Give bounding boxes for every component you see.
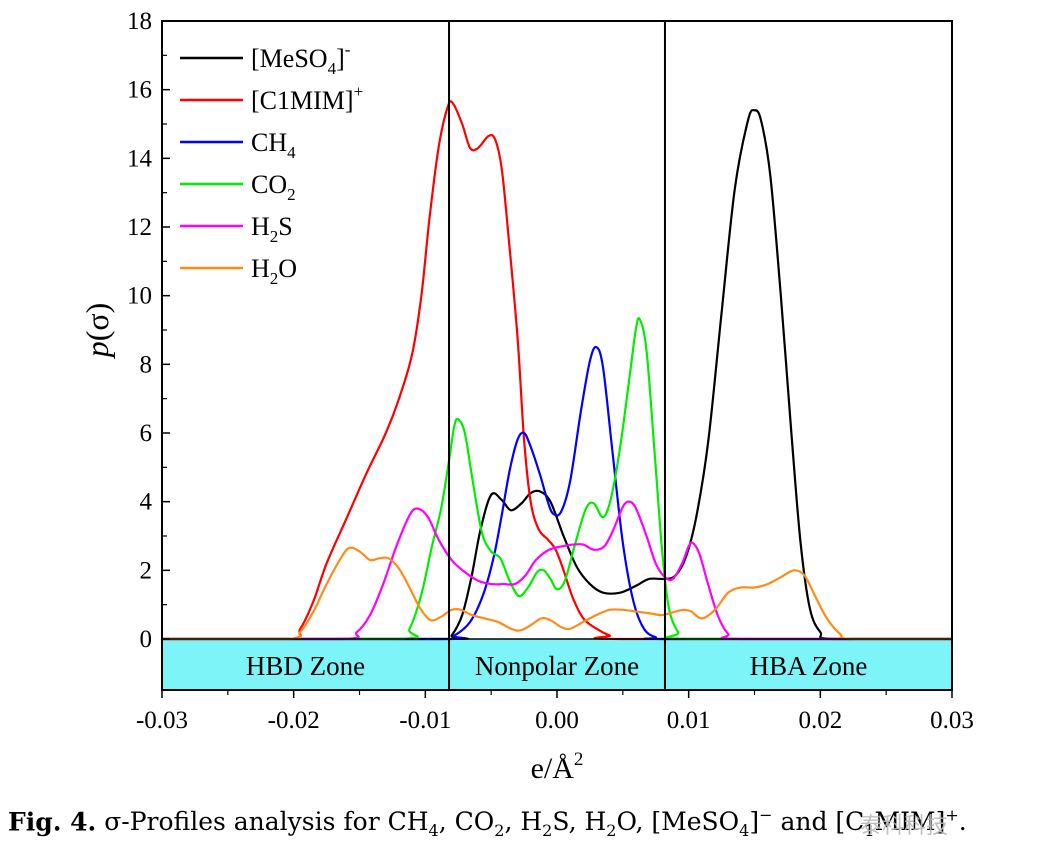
- y-axis-label: p(σ): [79, 303, 115, 360]
- series-line-3: [161, 345, 952, 641]
- zone-3-band: [664, 639, 952, 690]
- y-tick-label-9: 16: [127, 77, 152, 104]
- series-layer: [161, 100, 952, 641]
- watermark: 泰科科技: [860, 814, 949, 839]
- zone-2-band: [449, 639, 665, 690]
- zone-1-label: HBD Zone: [246, 651, 365, 681]
- x-tick-label-4: 0.00: [535, 707, 579, 734]
- series-line-2: [161, 100, 952, 641]
- caption-text: σ-Profiles analysis for CH4, CO2, H2S, H…: [104, 806, 967, 841]
- y-tick-label-1: 0: [140, 626, 153, 653]
- legend-label-6: H2O: [251, 254, 297, 288]
- x-tick-label-5: 0.01: [667, 707, 711, 734]
- ticks-layer: 0 2 4 6 8 10 12 14 16 18 -0.03 -0.02 -0.01 0.00 0.01 0.…: [127, 8, 974, 734]
- x-axis-label: e/Å2: [531, 749, 584, 785]
- y-tick-label-10: 18: [127, 8, 152, 35]
- legend-label-3: CH4: [251, 128, 296, 162]
- series-line-6: [161, 546, 952, 641]
- zone-2-label: Nonpolar Zone: [475, 651, 639, 681]
- y-tick-label-6: 10: [127, 283, 152, 310]
- zone-1-band: [162, 639, 450, 690]
- caption-label: Fig. 4.: [8, 807, 97, 837]
- legend-label-2: [C1MIM]+: [251, 82, 363, 115]
- y-tick-label-8: 14: [127, 145, 153, 172]
- zone-3-label: HBA Zone: [750, 651, 868, 681]
- x-tick-label-2: -0.02: [268, 707, 320, 734]
- legend-label-5: H2S: [251, 212, 293, 246]
- sigma-profile-chart: HBD Zone Nonpolar Zone HBA Zone 0 2 4 6 8 10 12 1…: [79, 8, 974, 785]
- x-tick-label-6: 0.02: [798, 707, 842, 734]
- series-line-1: [161, 108, 952, 641]
- figure-caption: Fig. 4. σ-Profiles analysis for CH4, CO2…: [8, 806, 1053, 840]
- y-tick-label-4: 6: [140, 420, 153, 447]
- y-tick-label-7: 12: [127, 214, 152, 241]
- x-tick-label-1: -0.03: [136, 707, 188, 734]
- legend: [MeSO4]- [C1MIM]+ CH4 CO2 H2S H2O: [180, 40, 363, 288]
- zones-layer: HBD Zone Nonpolar Zone HBA Zone: [162, 639, 952, 690]
- series-line-5: [161, 500, 952, 641]
- y-tick-label-2: 2: [140, 557, 153, 584]
- legend-label-1: [MeSO4]-: [251, 40, 351, 78]
- legend-label-4: CO2: [251, 170, 296, 204]
- x-tick-label-7: 0.03: [930, 707, 974, 734]
- y-tick-label-3: 4: [140, 489, 153, 516]
- series-line-4: [161, 317, 952, 641]
- x-tick-label-3: -0.01: [399, 707, 451, 734]
- y-tick-label-5: 8: [140, 351, 153, 378]
